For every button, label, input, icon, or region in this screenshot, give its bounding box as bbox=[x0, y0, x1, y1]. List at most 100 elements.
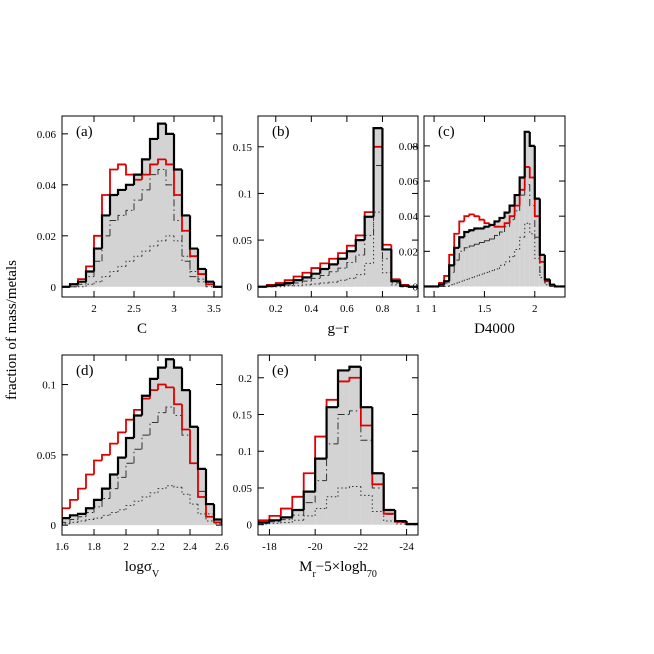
histogram-step bbox=[140, 158, 150, 175]
histogram-step bbox=[173, 184, 182, 222]
histogram-step bbox=[314, 480, 327, 503]
histogram-step bbox=[141, 189, 150, 201]
histogram-step bbox=[133, 448, 142, 464]
histogram-fill bbox=[534, 198, 540, 287]
histogram-step bbox=[93, 517, 102, 520]
histogram-step bbox=[488, 270, 495, 273]
histogram-step bbox=[180, 169, 190, 217]
histogram-step bbox=[524, 222, 530, 238]
x-tick-label: 2.6 bbox=[215, 541, 229, 553]
histogram-step bbox=[258, 521, 270, 525]
histogram-step bbox=[533, 145, 540, 200]
x-tick-label: 2 bbox=[532, 303, 538, 315]
histogram-fill bbox=[489, 224, 495, 287]
histogram-step bbox=[279, 516, 293, 521]
histogram-step bbox=[468, 213, 475, 217]
histogram-step bbox=[302, 472, 316, 497]
histogram-fill bbox=[514, 195, 520, 287]
histogram-step bbox=[483, 271, 490, 275]
histogram-step bbox=[405, 521, 418, 526]
histogram-fill bbox=[315, 458, 327, 525]
y-tick-label: 0.02 bbox=[37, 231, 56, 243]
histogram-step bbox=[458, 220, 465, 234]
histogram-fill bbox=[158, 123, 166, 287]
histogram-step bbox=[164, 123, 174, 135]
histogram-step bbox=[463, 278, 470, 282]
histogram-fill bbox=[86, 271, 94, 287]
histogram-fill bbox=[326, 407, 338, 525]
histogram-fill bbox=[134, 174, 142, 287]
histogram-step bbox=[443, 280, 450, 285]
histogram-step bbox=[157, 158, 166, 165]
histogram-step bbox=[509, 219, 515, 227]
histogram-step bbox=[348, 486, 361, 488]
histogram-step bbox=[509, 256, 515, 262]
x-axis-label-part: g−r bbox=[328, 321, 349, 337]
histogram-fill bbox=[539, 254, 545, 287]
histogram-fill bbox=[280, 517, 293, 525]
histogram-step bbox=[360, 486, 373, 496]
y-tick-label: 0.04 bbox=[399, 211, 419, 223]
histogram-step bbox=[371, 495, 384, 512]
histogram-step bbox=[165, 384, 174, 389]
histogram-step bbox=[383, 511, 396, 522]
histogram-step bbox=[165, 406, 174, 413]
histogram-step bbox=[303, 515, 316, 521]
y-tick-label: 0.05 bbox=[37, 450, 57, 462]
histogram-step bbox=[468, 277, 475, 280]
histogram-step bbox=[337, 279, 347, 283]
histogram-fill bbox=[364, 216, 374, 287]
histogram-fill bbox=[70, 284, 78, 287]
histogram-step bbox=[279, 507, 293, 516]
histogram-step bbox=[372, 127, 383, 217]
x-axis-label-part: C bbox=[137, 321, 147, 337]
histogram-step bbox=[499, 231, 505, 236]
histogram-step bbox=[326, 443, 338, 481]
axes-frame bbox=[257, 115, 419, 298]
histogram-step bbox=[265, 284, 276, 287]
y-tick-label: 0.1 bbox=[238, 446, 252, 458]
histogram-fill bbox=[524, 131, 530, 287]
histogram-step bbox=[189, 429, 198, 465]
histogram-step bbox=[458, 250, 465, 261]
histogram-step bbox=[84, 507, 94, 514]
histogram-step bbox=[301, 284, 312, 286]
histogram-step bbox=[503, 211, 510, 218]
histogram-step bbox=[528, 166, 535, 179]
histogram-fill bbox=[459, 237, 465, 287]
histogram-step bbox=[508, 204, 515, 213]
panel-label: (d) bbox=[76, 363, 94, 379]
histogram-step bbox=[448, 264, 455, 282]
histogram-step bbox=[373, 211, 383, 264]
x-tick-label: -22 bbox=[354, 541, 369, 553]
histogram-fill bbox=[338, 258, 347, 287]
histogram-step bbox=[371, 407, 384, 475]
histogram-step bbox=[196, 426, 206, 471]
panel-label: (b) bbox=[272, 124, 290, 140]
histogram-step bbox=[132, 173, 142, 185]
histogram-step bbox=[498, 216, 505, 222]
x-axis-label: logσV bbox=[125, 559, 160, 580]
histogram-step bbox=[483, 240, 490, 243]
histogram-step bbox=[394, 510, 407, 523]
x-axis-label-part: 70 bbox=[367, 569, 377, 580]
histogram-fill bbox=[102, 488, 110, 526]
histogram-step bbox=[399, 281, 410, 287]
histogram-step bbox=[108, 193, 118, 216]
histogram-step bbox=[117, 265, 126, 272]
panel bbox=[258, 365, 418, 526]
histogram-step bbox=[513, 193, 520, 206]
histogram-step bbox=[473, 214, 480, 218]
histogram-step bbox=[85, 473, 94, 489]
histogram-step bbox=[319, 267, 330, 274]
histogram-step bbox=[141, 434, 150, 450]
histogram-step bbox=[534, 233, 540, 259]
x-axis-label-part: logσ bbox=[125, 559, 152, 575]
histogram-step bbox=[468, 229, 475, 232]
histogram-fill bbox=[198, 268, 206, 287]
histogram-step bbox=[538, 198, 545, 256]
histogram-step bbox=[518, 176, 525, 196]
histogram-fill bbox=[118, 457, 126, 526]
histogram-fill bbox=[150, 138, 158, 287]
histogram-fill bbox=[94, 499, 102, 526]
